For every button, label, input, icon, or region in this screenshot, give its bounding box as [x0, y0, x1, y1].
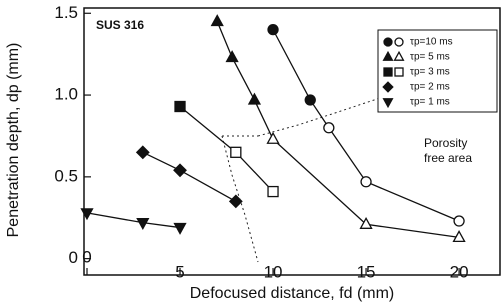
y-tick-label: 0 — [69, 248, 78, 267]
x-tick-label: 0 — [82, 247, 91, 266]
x-tick-label: 20 — [450, 262, 469, 281]
annotation: SUS 316 — [96, 18, 144, 32]
marker — [324, 123, 334, 133]
marker — [395, 38, 403, 46]
marker — [175, 102, 185, 112]
y-tick-label: 0.5 — [54, 166, 78, 185]
chart: SUS 316 Porosity free area Defocused dis… — [0, 0, 502, 303]
marker — [227, 51, 238, 61]
marker — [384, 68, 392, 76]
y-axis-label: Penetration depth, dp (mm) — [5, 43, 22, 238]
marker — [361, 177, 371, 187]
y-tick-label: 1.5 — [54, 3, 78, 22]
x-tick-label: 15 — [357, 262, 376, 281]
marker — [175, 224, 186, 234]
legend-label: τp= 3 ms — [410, 67, 450, 78]
marker — [268, 25, 278, 35]
marker — [249, 94, 260, 104]
marker — [230, 195, 242, 207]
marker — [395, 68, 403, 76]
x-tick-label: 5 — [175, 262, 184, 281]
marker — [361, 218, 372, 228]
legend-label: τp= 5 ms — [410, 52, 450, 63]
annotation: free area — [424, 151, 472, 165]
series-line — [143, 152, 236, 201]
boundary-line — [258, 98, 380, 136]
legend-label: τp= 2 ms — [410, 82, 450, 93]
x-axis-label: Defocused distance, fd (mm) — [190, 285, 395, 302]
marker — [231, 147, 241, 157]
legend-label: τp=10 ms — [410, 37, 453, 48]
legend-label: τp= 1 ms — [410, 97, 450, 108]
marker — [212, 15, 223, 25]
marker — [137, 146, 149, 158]
series-line — [87, 213, 180, 228]
marker — [268, 133, 279, 143]
annotation: Porosity — [424, 136, 467, 150]
marker — [305, 95, 315, 105]
x-tick-label: 10 — [264, 262, 283, 281]
marker — [454, 216, 464, 226]
marker — [268, 187, 278, 197]
marker — [384, 38, 392, 46]
marker — [174, 164, 186, 176]
y-tick-label: 1.0 — [54, 85, 78, 104]
